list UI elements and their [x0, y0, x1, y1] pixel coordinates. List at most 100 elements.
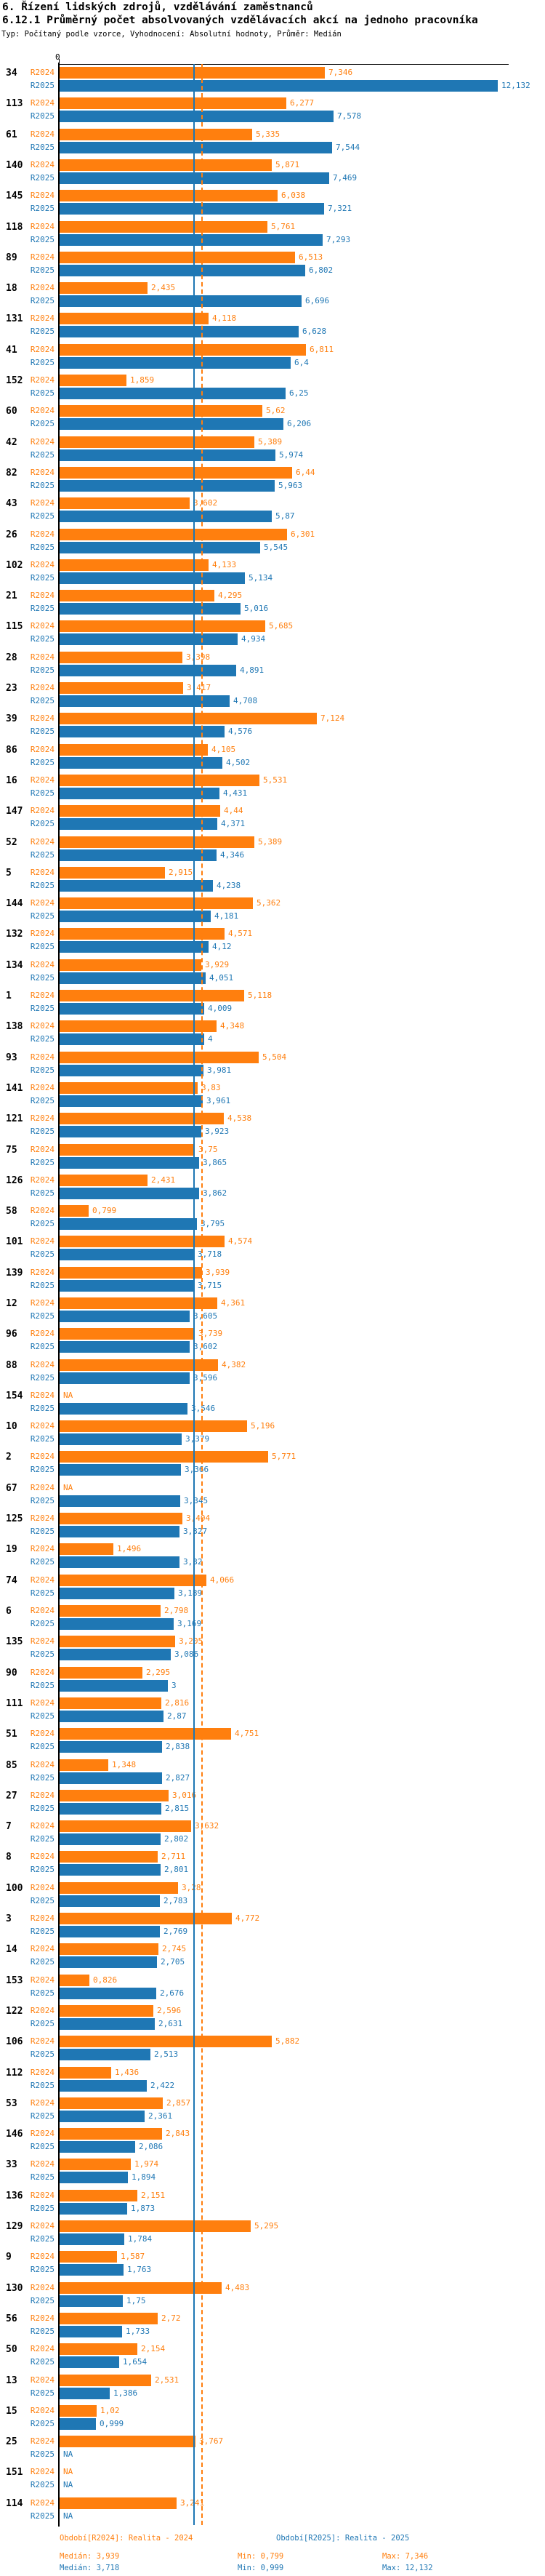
- series-label-r2025: R2025: [30, 1773, 54, 1783]
- bar-r2024: [60, 1020, 217, 1032]
- value-label-r2024: 3,939: [206, 1268, 230, 1277]
- value-label-r2024: 3,016: [172, 1791, 197, 1800]
- series-label-r2025: R2025: [30, 850, 54, 860]
- bar-r2025: [60, 2388, 110, 2399]
- series-label-r2025: R2025: [30, 1158, 54, 1167]
- row-id-label: 19: [6, 1544, 17, 1555]
- row-id-label: 121: [6, 1113, 23, 1124]
- series-label-r2024: R2024: [30, 2068, 54, 2077]
- value-label-r2025: 2,815: [165, 1804, 190, 1813]
- value-label-r2025: 4,891: [240, 665, 265, 675]
- row-id-label: 111: [6, 1698, 23, 1709]
- bar-r2024: [60, 1636, 175, 1647]
- row-id-label: 2: [6, 1452, 12, 1463]
- value-label-r2024: 3,205: [179, 1636, 203, 1646]
- row-id-label: 61: [6, 129, 17, 140]
- value-label-r2025: 4,346: [220, 850, 245, 860]
- value-label-r2024: 2,798: [164, 1606, 189, 1615]
- bar-r2025: [60, 726, 225, 737]
- bar-r2025: [60, 449, 275, 461]
- indicator-title: 6.12.1 Průměrný počet absolvovaných vzdě…: [2, 15, 478, 26]
- series-label-r2025: R2025: [30, 1065, 54, 1075]
- value-label-r2025: 4,051: [209, 973, 234, 983]
- row-id-label: 23: [6, 683, 17, 694]
- series-label-r2025: R2025: [30, 1527, 54, 1536]
- series-label-r2024: R2024: [30, 837, 54, 847]
- bar-r2024: [60, 1882, 178, 1894]
- bar-r2025: [60, 1895, 160, 1907]
- value-label-r2024: 4,382: [222, 1360, 246, 1369]
- bar-r2025: [60, 2326, 122, 2337]
- value-label-r2025: 12,132: [501, 81, 530, 90]
- bar-r2025: [60, 1403, 187, 1415]
- value-label-r2024: 5,118: [248, 991, 272, 1000]
- row-id-label: 86: [6, 745, 17, 756]
- value-label-r2025: 2,422: [150, 2081, 175, 2090]
- row-id-label: 16: [6, 775, 17, 786]
- bar-r2025: [60, 2111, 145, 2122]
- series-label-r2024: R2024: [30, 1575, 54, 1585]
- series-label-r2025: R2025: [30, 2480, 54, 2489]
- x-axis-tick: [59, 59, 60, 64]
- bar-r2024: [60, 2159, 131, 2170]
- series-label-r2025: R2025: [30, 819, 54, 828]
- value-label-r2025: 3,345: [184, 1496, 209, 1505]
- value-label-r2024: 2,596: [157, 2006, 182, 2015]
- row-id-label: 106: [6, 2036, 23, 2047]
- value-label-r2025: 3,961: [206, 1096, 231, 1105]
- row-id-label: 101: [6, 1236, 23, 1247]
- legend-item-r2025: Období[R2025]: Realita - 2025: [276, 2534, 410, 2543]
- row-id-label: 138: [6, 1021, 23, 1032]
- bar-r2025: [60, 1126, 201, 1137]
- bar-r2024: [60, 1667, 142, 1679]
- series-label-r2025: R2025: [30, 1711, 54, 1721]
- bar-r2024: [60, 682, 183, 694]
- series-label-r2025: R2025: [30, 1434, 54, 1444]
- series-label-r2024: R2024: [30, 1513, 54, 1523]
- bar-r2025: [60, 880, 213, 892]
- value-label-r2025: 2,361: [148, 2111, 173, 2121]
- series-label-r2024: R2024: [30, 2191, 54, 2200]
- bar-r2024: [60, 436, 254, 448]
- series-label-r2025: R2025: [30, 2081, 54, 2090]
- value-label-r2024: 4,751: [235, 1729, 259, 1738]
- series-label-r2024: R2024: [30, 375, 54, 385]
- series-label-r2025: R2025: [30, 1742, 54, 1751]
- bar-r2024: [60, 2251, 117, 2263]
- series-label-r2025: R2025: [30, 1034, 54, 1044]
- value-label-r2024: 2,431: [151, 1175, 176, 1185]
- row-id-label: 85: [6, 1760, 17, 1771]
- row-id-label: 28: [6, 652, 17, 663]
- series-label-r2024: R2024: [30, 2467, 54, 2476]
- bar-r2024: [60, 1851, 158, 1863]
- value-label-r2024: 4,361: [221, 1298, 246, 1308]
- series-label-r2025: R2025: [30, 143, 54, 152]
- series-label-r2024: R2024: [30, 2344, 54, 2353]
- row-id-label: 129: [6, 2221, 23, 2232]
- row-id-label: 6: [6, 1606, 12, 1617]
- bar-r2025: [60, 633, 238, 645]
- series-label-r2025: R2025: [30, 696, 54, 705]
- value-label-r2024: 4,571: [228, 929, 253, 938]
- value-label-r2024: 0,799: [92, 1206, 117, 1215]
- bar-r2025: [60, 1464, 181, 1476]
- bar-r2024: [60, 1975, 89, 1986]
- value-label-r2024: 5,685: [269, 621, 294, 631]
- series-label-r2024: R2024: [30, 991, 54, 1000]
- series-label-r2025: R2025: [30, 1896, 54, 1905]
- bar-r2025: [60, 326, 299, 337]
- value-label-r2024: 5,761: [271, 222, 296, 231]
- row-id-label: 39: [6, 713, 17, 724]
- bar-r2025: [60, 2049, 150, 2060]
- row-id-label: 9: [6, 2252, 12, 2263]
- series-label-r2024: R2024: [30, 1329, 54, 1338]
- value-label-r2025: 6,696: [305, 296, 330, 305]
- series-label-r2024: R2024: [30, 1944, 54, 1953]
- value-label-r2024: 3,632: [195, 1821, 219, 1831]
- series-label-r2024: R2024: [30, 2375, 54, 2385]
- stat-min-r2024: Min: 0,799: [238, 2552, 284, 2561]
- series-label-r2024: R2024: [30, 98, 54, 108]
- row-id-label: 113: [6, 98, 23, 109]
- series-label-r2025: R2025: [30, 881, 54, 890]
